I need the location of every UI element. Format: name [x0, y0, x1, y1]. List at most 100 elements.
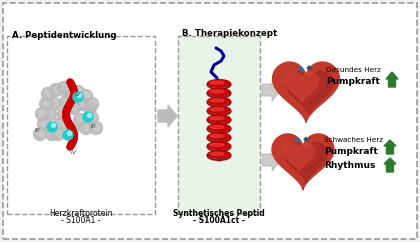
Circle shape [84, 92, 90, 98]
Ellipse shape [210, 126, 224, 129]
Circle shape [70, 126, 76, 132]
Ellipse shape [207, 88, 231, 98]
Polygon shape [304, 137, 307, 141]
Text: Rhythmus: Rhythmus [324, 161, 375, 171]
FancyArrow shape [384, 140, 396, 154]
Circle shape [36, 107, 48, 121]
Text: IV: IV [75, 92, 81, 98]
FancyArrow shape [384, 158, 396, 172]
Polygon shape [286, 72, 333, 114]
Polygon shape [284, 144, 315, 172]
Circle shape [90, 100, 96, 106]
Circle shape [37, 118, 50, 130]
Ellipse shape [208, 89, 230, 95]
Circle shape [66, 88, 72, 94]
Text: Schwaches Herz: Schwaches Herz [324, 137, 383, 143]
Ellipse shape [207, 124, 231, 134]
Ellipse shape [208, 98, 230, 104]
Polygon shape [272, 134, 334, 190]
Ellipse shape [210, 152, 224, 155]
Circle shape [78, 93, 81, 98]
Circle shape [52, 123, 55, 128]
Ellipse shape [208, 133, 230, 140]
Ellipse shape [208, 124, 230, 131]
Circle shape [61, 85, 74, 98]
Circle shape [39, 98, 52, 111]
Circle shape [79, 90, 92, 103]
Circle shape [73, 92, 83, 102]
Circle shape [40, 110, 46, 116]
Circle shape [34, 128, 47, 141]
Circle shape [52, 100, 58, 106]
Ellipse shape [207, 97, 231, 107]
Circle shape [64, 98, 70, 104]
Circle shape [66, 123, 79, 136]
Text: B. Therapiekonzept: B. Therapiekonzept [182, 29, 277, 38]
Circle shape [52, 128, 65, 141]
Polygon shape [273, 62, 339, 122]
Polygon shape [284, 143, 328, 182]
FancyBboxPatch shape [7, 36, 155, 214]
FancyArrow shape [386, 72, 398, 87]
Circle shape [42, 120, 48, 126]
Text: Pumpkraft: Pumpkraft [324, 146, 378, 156]
Circle shape [38, 130, 44, 136]
Polygon shape [158, 105, 177, 127]
Circle shape [44, 107, 57, 121]
Text: A. Peptidentwicklung: A. Peptidentwicklung [12, 31, 116, 40]
Ellipse shape [207, 151, 231, 160]
Circle shape [58, 120, 64, 126]
Text: III: III [35, 129, 41, 134]
Circle shape [48, 110, 54, 116]
Circle shape [83, 112, 93, 122]
Circle shape [84, 101, 97, 114]
Circle shape [50, 130, 56, 136]
Circle shape [53, 118, 66, 130]
Polygon shape [262, 79, 281, 101]
Circle shape [44, 100, 50, 106]
Ellipse shape [208, 107, 230, 113]
Text: - S100A1 -: - S100A1 - [61, 216, 101, 225]
Circle shape [76, 98, 89, 111]
Ellipse shape [207, 115, 231, 125]
Ellipse shape [208, 80, 230, 86]
FancyBboxPatch shape [3, 3, 417, 239]
Circle shape [47, 98, 60, 111]
Circle shape [94, 124, 100, 130]
Ellipse shape [210, 90, 224, 93]
Circle shape [58, 82, 71, 94]
Polygon shape [307, 66, 311, 70]
Ellipse shape [210, 117, 224, 120]
Circle shape [74, 113, 87, 127]
Circle shape [87, 113, 92, 118]
Text: Pumpkraft: Pumpkraft [326, 77, 380, 86]
Circle shape [63, 130, 73, 140]
Circle shape [72, 104, 78, 110]
Circle shape [68, 131, 71, 136]
Circle shape [62, 84, 68, 90]
Polygon shape [296, 138, 300, 142]
Circle shape [47, 122, 57, 132]
Ellipse shape [208, 151, 230, 157]
Circle shape [46, 90, 52, 96]
Circle shape [62, 110, 68, 116]
Circle shape [76, 88, 82, 94]
Polygon shape [262, 149, 281, 171]
Ellipse shape [207, 142, 231, 151]
Circle shape [60, 96, 73, 108]
Text: - S100A1ct -: - S100A1ct - [193, 216, 245, 225]
Circle shape [79, 121, 92, 135]
Ellipse shape [210, 135, 224, 137]
Ellipse shape [208, 116, 230, 122]
Polygon shape [285, 72, 318, 103]
Text: Gesundes Herz: Gesundes Herz [326, 67, 381, 73]
Circle shape [45, 128, 58, 141]
Circle shape [42, 88, 55, 100]
Circle shape [89, 121, 102, 135]
Circle shape [84, 124, 90, 130]
Polygon shape [299, 67, 303, 71]
Ellipse shape [210, 81, 224, 84]
Ellipse shape [210, 143, 224, 146]
Circle shape [88, 104, 94, 110]
Circle shape [54, 86, 60, 92]
